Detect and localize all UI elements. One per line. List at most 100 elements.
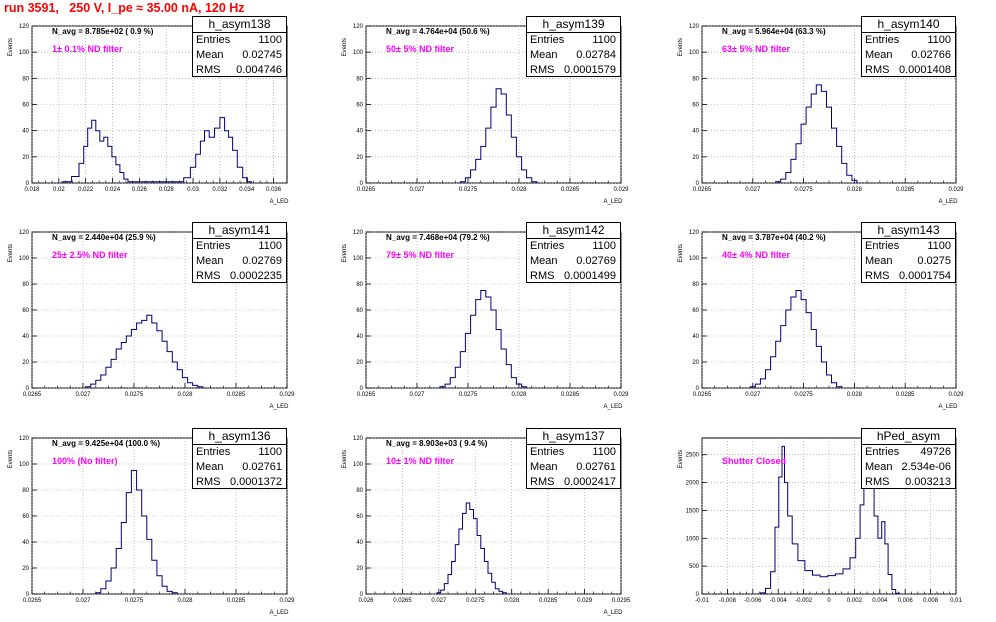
stats-box: h_asym138 Entries 1100 Mean 0.02745 RMS 0.0047… xyxy=(192,16,287,77)
stats-value: 2.534e-06 xyxy=(901,461,951,473)
stats-row-entries: Entries 1100 xyxy=(862,239,955,254)
stats-box: h_asym141 Entries 1100 Mean 0.02769 RMS 0.0002… xyxy=(192,222,287,283)
x-tick-label: 0.0285 xyxy=(896,187,915,193)
histogram-name: h_asym138 xyxy=(193,17,286,33)
n-avg-label: N_avg = 2.440e+04 (25.9 %) xyxy=(52,233,156,242)
y-tick-label: 120 xyxy=(19,24,30,30)
x-tick-label: 0.0275 xyxy=(794,187,813,193)
x-tick-label: -0.01 xyxy=(695,598,709,604)
x-tick-label: 0.027 xyxy=(431,598,447,604)
y-tick-label: 40 xyxy=(22,540,29,546)
x-tick-label: 0.028 xyxy=(177,598,193,604)
x-tick-label: 0.0265 xyxy=(23,392,42,398)
x-tick-label: 0.0285 xyxy=(227,392,246,398)
y-tick-label: 20 xyxy=(692,360,699,366)
filter-label: 50± 5% ND filter xyxy=(386,44,454,54)
y-tick-label: 80 xyxy=(692,282,699,288)
stats-row-entries: Entries 1100 xyxy=(862,33,955,48)
x-tick-label: 0.036 xyxy=(266,187,282,193)
y-tick-label: 100 xyxy=(353,462,364,468)
stats-key: Mean xyxy=(865,49,893,61)
stats-key: RMS xyxy=(530,64,555,76)
x-tick-label: 0.027 xyxy=(75,598,91,604)
x-tick-label: 0.028 xyxy=(159,187,175,193)
y-tick-label: 100 xyxy=(19,462,30,468)
y-tick-label: 60 xyxy=(356,308,363,314)
x-tick-label: 0.008 xyxy=(923,598,939,604)
stats-row-mean: Mean 0.02761 xyxy=(193,460,286,475)
stats-value: 0.0002417 xyxy=(564,476,616,488)
stats-key: Entries xyxy=(865,446,900,458)
stats-value: 0.003213 xyxy=(905,476,951,488)
stats-key: Mean xyxy=(865,255,893,267)
y-tick-label: 2000 xyxy=(686,481,700,487)
stats-value: 0.0001408 xyxy=(899,64,951,76)
y-tick-label: 100 xyxy=(19,256,30,262)
stats-box: h_asym143 Entries 1100 Mean 0.0275 RMS 0.00017… xyxy=(861,222,956,283)
stats-key: Mean xyxy=(530,49,558,61)
y-tick-label: 80 xyxy=(356,76,363,82)
stats-row-mean: Mean 0.02769 xyxy=(193,254,286,269)
stats-value: 0.004746 xyxy=(236,64,282,76)
x-tick-label: 0.029 xyxy=(613,187,629,193)
x-tick-label: 0.0265 xyxy=(357,187,376,193)
histogram-line xyxy=(459,88,538,183)
y-tick-label: 60 xyxy=(692,103,699,109)
y-tick-label: 80 xyxy=(356,282,363,288)
x-tick-label: 0.0275 xyxy=(794,392,813,398)
x-tick-label: 0.034 xyxy=(239,187,255,193)
stats-value: 0.0002235 xyxy=(230,270,282,282)
stats-key: RMS xyxy=(865,64,890,76)
x-tick-label: 0.028 xyxy=(511,187,527,193)
y-tick-label: 500 xyxy=(689,564,700,570)
stats-value: 0.02745 xyxy=(242,49,282,61)
histogram-pad-h_asym138: 0.018 0.02 0.022 0.024 0.026 0.028 0.03 0.032 0.… xyxy=(8,24,289,205)
stats-value: 0.0001579 xyxy=(564,64,616,76)
stats-row-rms: RMS 0.003213 xyxy=(862,475,955,490)
stats-key: RMS xyxy=(196,270,221,282)
y-tick-label: 40 xyxy=(692,334,699,340)
x-axis-label: A_LED xyxy=(269,610,289,616)
histogram-pad-h_asym143: 0.0265 0.027 0.0275 0.028 0.0285 0.029 0 20 40 60… xyxy=(678,230,964,410)
stats-row-mean: Mean 0.02745 xyxy=(193,48,286,63)
stats-key: RMS xyxy=(196,64,221,76)
histogram-line xyxy=(759,445,900,594)
stats-row-rms: RMS 0.0001499 xyxy=(527,269,620,284)
stats-key: Entries xyxy=(865,240,900,252)
y-axis-label: Events xyxy=(342,450,348,468)
x-tick-label: 0.0275 xyxy=(466,598,485,604)
y-tick-label: 120 xyxy=(689,24,700,30)
stats-box: h_asym142 Entries 1100 Mean 0.02769 RMS 0.0001… xyxy=(526,222,621,283)
x-tick-label: 0.0275 xyxy=(459,187,478,193)
n-avg-label: N_avg = 4.764e+04 (50.6 %) xyxy=(386,27,490,36)
stats-box: h_asym139 Entries 1100 Mean 0.02784 RMS 0.0001… xyxy=(526,16,621,77)
y-tick-label: 100 xyxy=(353,50,364,56)
y-tick-label: 60 xyxy=(356,514,363,520)
x-tick-label: 0.028 xyxy=(511,392,527,398)
y-tick-label: 20 xyxy=(22,360,29,366)
filter-label: Shutter Closed xyxy=(722,456,787,466)
x-tick-label: -0.002 xyxy=(795,598,813,604)
x-tick-label: 0.004 xyxy=(872,598,888,604)
x-tick-label: 0.029 xyxy=(279,598,295,604)
x-tick-label: 0.02 xyxy=(53,187,65,193)
stats-value: 1100 xyxy=(927,240,951,252)
stats-row-mean: Mean 0.0275 xyxy=(862,254,955,269)
x-tick-label: 0.022 xyxy=(78,187,94,193)
stats-value: 0.02761 xyxy=(576,461,616,473)
filter-label: 10± 1% ND filter xyxy=(386,456,454,466)
x-axis-label: A_LED xyxy=(603,199,623,205)
stats-key: Entries xyxy=(196,240,231,252)
stats-row-mean: Mean 0.02784 xyxy=(527,48,620,63)
y-tick-label: 20 xyxy=(692,155,699,161)
y-tick-label: 0 xyxy=(26,181,30,187)
stats-row-entries: Entries 49726 xyxy=(862,445,955,460)
y-tick-label: 80 xyxy=(22,76,29,82)
stats-value: 0.0001754 xyxy=(899,270,951,282)
y-tick-label: 40 xyxy=(692,129,699,135)
stats-row-rms: RMS 0.0001754 xyxy=(862,269,955,284)
y-tick-label: 120 xyxy=(19,436,30,442)
x-tick-label: 0.0285 xyxy=(227,598,246,604)
n-avg-label: N_avg = 3.787e+04 (40.2 %) xyxy=(722,233,826,242)
